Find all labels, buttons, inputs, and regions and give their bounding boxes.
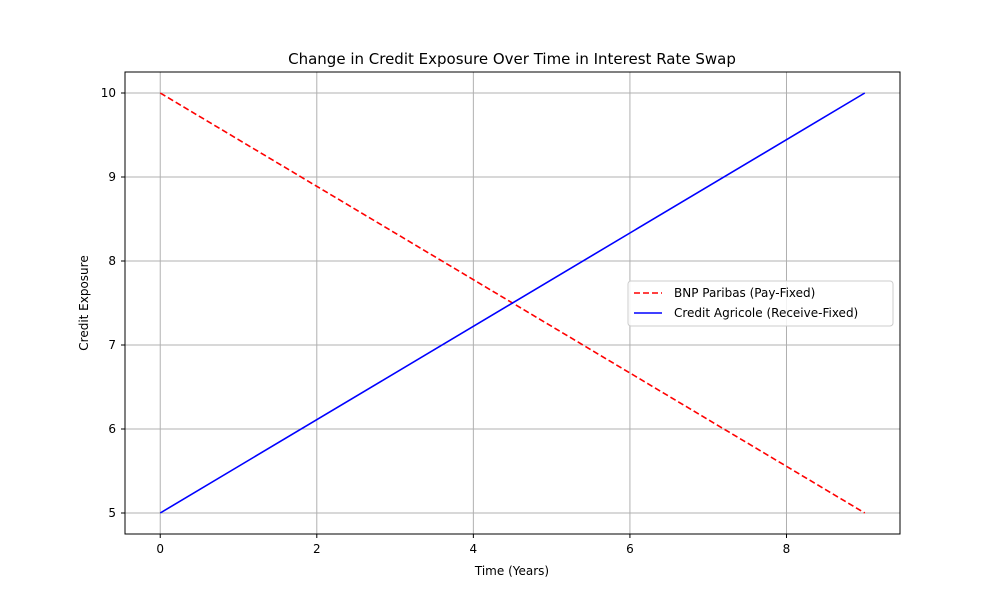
y-tick-label: 7 [108, 338, 116, 352]
y-tick-label: 5 [108, 506, 116, 520]
y-axis-label: Credit Exposure [77, 255, 91, 350]
x-tick-label: 2 [313, 542, 321, 556]
x-tick-label: 0 [156, 542, 164, 556]
x-axis-label: Time (Years) [474, 564, 549, 578]
y-axis-ticks: 5 6 7 8 9 10 [101, 86, 125, 520]
legend: BNP Paribas (Pay-Fixed) Credit Agricole (… [627, 280, 894, 327]
series-lines [159, 92, 866, 514]
legend-box [627, 280, 894, 327]
legend-entry-1: Credit Agricole (Receive-Fixed) [674, 306, 858, 320]
x-tick-label: 8 [783, 542, 791, 556]
y-tick-label: 6 [108, 422, 116, 436]
series-line-1 [159, 92, 866, 514]
x-tick-label: 6 [626, 542, 634, 556]
y-tick-label: 10 [101, 86, 116, 100]
plot-frame [124, 71, 901, 535]
chart-title: Change in Credit Exposure Over Time in I… [288, 50, 736, 68]
legend-entry-0: BNP Paribas (Pay-Fixed) [674, 286, 815, 300]
x-axis-ticks: 0 2 4 6 8 [156, 534, 790, 556]
x-tick-label: 4 [470, 542, 478, 556]
y-tick-label: 8 [108, 254, 116, 268]
y-tick-label: 9 [108, 170, 116, 184]
